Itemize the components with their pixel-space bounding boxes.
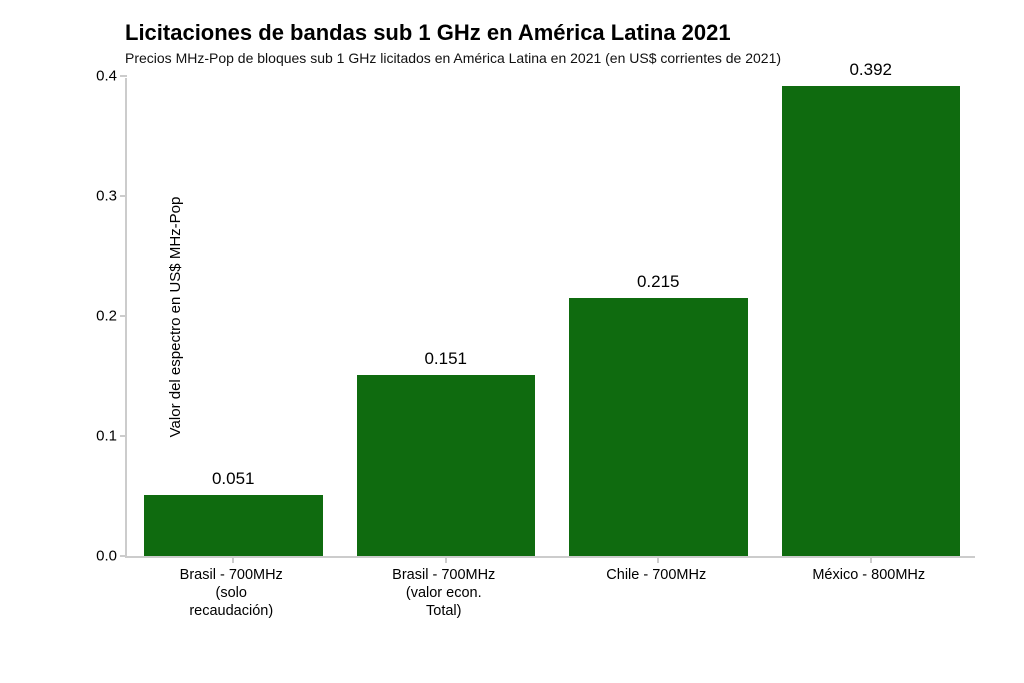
x-tick-label: Brasil - 700MHz (valor econ. Total) <box>338 566 551 620</box>
bar-chart: Licitaciones de bandas sub 1 GHz en Amér… <box>30 20 994 663</box>
plot-area: Valor del espectro en US$ MHz-Pop 0.00.1… <box>125 78 975 558</box>
y-tick-mark <box>120 75 127 77</box>
y-tick-mark <box>120 195 127 197</box>
y-tick-mark <box>120 315 127 317</box>
y-tick-label: 0.2 <box>96 308 117 325</box>
bar: 0.215 <box>569 298 748 556</box>
bar: 0.392 <box>782 86 961 556</box>
bar: 0.151 <box>357 375 536 556</box>
y-tick-label: 0.0 <box>96 548 117 565</box>
x-tick-label: Brasil - 700MHz (solo recaudación) <box>125 566 338 620</box>
y-tick-mark <box>120 555 127 557</box>
y-tick-label: 0.4 <box>96 68 117 85</box>
y-tick-mark <box>120 435 127 437</box>
x-axis-labels: Brasil - 700MHz (solo recaudación)Brasil… <box>125 558 975 648</box>
bar-value-label: 0.215 <box>569 272 748 292</box>
y-tick-label: 0.1 <box>96 428 117 445</box>
chart-title: Licitaciones de bandas sub 1 GHz en Amér… <box>125 20 994 46</box>
bar-value-label: 0.151 <box>357 349 536 369</box>
x-tick-label: México - 800MHz <box>763 566 976 584</box>
y-axis-label: Valor del espectro en US$ MHz-Pop <box>167 197 184 438</box>
x-tick-label: Chile - 700MHz <box>550 566 763 584</box>
bar: 0.051 <box>144 495 323 556</box>
bar-value-label: 0.392 <box>782 60 961 80</box>
y-tick-label: 0.3 <box>96 188 117 205</box>
bar-value-label: 0.051 <box>144 469 323 489</box>
